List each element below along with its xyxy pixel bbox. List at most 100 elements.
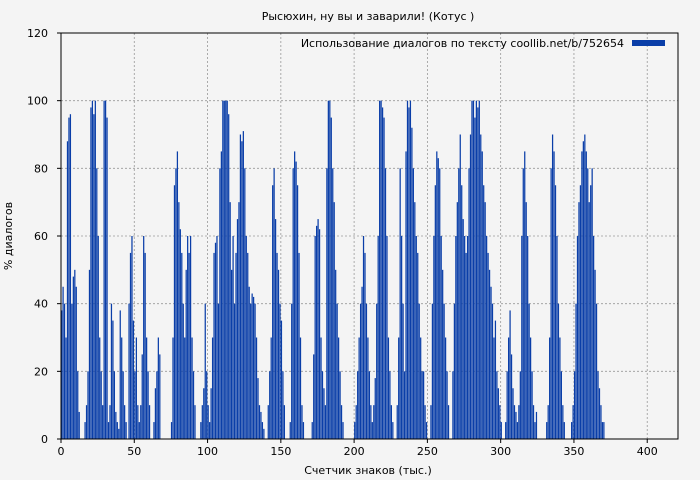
y-tick-label: 0 bbox=[41, 433, 48, 446]
bar bbox=[302, 422, 305, 439]
bar bbox=[389, 371, 391, 439]
bar bbox=[296, 185, 299, 439]
bar bbox=[534, 422, 536, 439]
x-tick-label: 0 bbox=[58, 445, 65, 458]
bar bbox=[465, 252, 467, 439]
bar bbox=[509, 310, 511, 439]
bar bbox=[493, 337, 495, 439]
bar bbox=[84, 422, 86, 439]
bar bbox=[311, 422, 313, 439]
x-tick-label: 100 bbox=[197, 445, 218, 458]
bar bbox=[220, 151, 222, 439]
bar bbox=[573, 371, 576, 439]
bar bbox=[452, 371, 454, 439]
bar bbox=[63, 303, 66, 439]
x-axis-ticks: 0 50 100 150 200 250 300 350 400 bbox=[58, 439, 658, 458]
bar bbox=[250, 303, 252, 439]
bar bbox=[87, 371, 89, 439]
bar bbox=[430, 405, 432, 439]
bar bbox=[210, 388, 212, 439]
bar bbox=[291, 303, 293, 439]
bar bbox=[314, 236, 316, 439]
bar bbox=[528, 303, 530, 439]
bar bbox=[239, 134, 242, 439]
bar bbox=[497, 388, 499, 439]
bar bbox=[273, 168, 275, 440]
bar bbox=[141, 354, 143, 439]
bar bbox=[299, 337, 302, 439]
x-tick-label: 300 bbox=[490, 445, 511, 458]
bar bbox=[411, 127, 413, 439]
bar bbox=[251, 293, 253, 439]
bar bbox=[588, 202, 590, 439]
bar bbox=[362, 236, 365, 439]
bar bbox=[547, 405, 549, 439]
y-axis-label: % диалогов bbox=[2, 202, 15, 270]
bar bbox=[401, 236, 403, 439]
bar bbox=[532, 405, 535, 439]
bar bbox=[444, 337, 447, 439]
bar bbox=[383, 117, 385, 439]
bar bbox=[598, 388, 601, 439]
bar bbox=[99, 337, 101, 439]
bar bbox=[506, 371, 508, 439]
bar bbox=[257, 378, 259, 439]
bar bbox=[466, 236, 469, 439]
bar bbox=[368, 371, 371, 439]
bar bbox=[270, 337, 272, 439]
bar bbox=[113, 371, 116, 439]
bar bbox=[518, 405, 520, 439]
bar bbox=[326, 168, 328, 440]
bar bbox=[521, 236, 523, 439]
bar bbox=[61, 310, 63, 439]
bar bbox=[122, 371, 124, 439]
bar bbox=[119, 310, 121, 439]
bar bbox=[396, 405, 398, 439]
bar bbox=[124, 405, 126, 439]
bar bbox=[181, 252, 183, 439]
bar bbox=[219, 168, 221, 440]
y-tick-label: 60 bbox=[34, 230, 48, 243]
bar bbox=[464, 236, 466, 439]
bar bbox=[471, 100, 473, 440]
bar bbox=[358, 337, 360, 439]
bar bbox=[317, 219, 319, 439]
bar bbox=[380, 100, 382, 440]
bar bbox=[129, 252, 132, 439]
bar bbox=[425, 422, 428, 439]
bar bbox=[134, 371, 136, 439]
x-tick-label: 200 bbox=[344, 445, 365, 458]
bar bbox=[597, 371, 599, 439]
bar bbox=[559, 337, 561, 439]
bar bbox=[261, 422, 264, 439]
bar bbox=[603, 422, 605, 439]
bar bbox=[203, 388, 205, 439]
bar bbox=[94, 100, 96, 440]
bar bbox=[172, 337, 174, 439]
bar bbox=[170, 422, 173, 439]
bar bbox=[513, 405, 516, 439]
bar bbox=[379, 100, 381, 440]
bar bbox=[587, 168, 589, 440]
bar bbox=[409, 100, 412, 440]
bar bbox=[223, 100, 225, 440]
bar bbox=[594, 269, 596, 439]
bar bbox=[104, 100, 107, 440]
bar bbox=[446, 371, 448, 439]
bar bbox=[182, 303, 184, 439]
legend-swatch bbox=[632, 40, 665, 46]
bar bbox=[235, 252, 237, 439]
bar bbox=[201, 405, 203, 439]
chart-title: Рысюхин, ну вы и заварили! (Котус ) bbox=[262, 10, 475, 23]
bar bbox=[313, 354, 315, 439]
bar bbox=[144, 252, 146, 439]
bar bbox=[601, 422, 604, 439]
bar bbox=[258, 405, 261, 439]
bar bbox=[238, 202, 240, 439]
bar bbox=[100, 371, 102, 439]
bar bbox=[365, 303, 368, 439]
bar bbox=[462, 219, 464, 439]
bar bbox=[77, 371, 79, 439]
bar bbox=[72, 276, 74, 439]
bar bbox=[189, 236, 192, 439]
